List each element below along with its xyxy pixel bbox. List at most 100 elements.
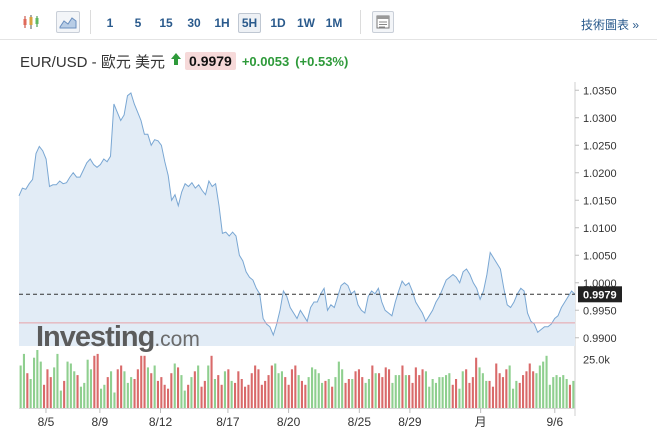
price-area-fill: [19, 93, 575, 346]
volume-bar: [344, 382, 347, 408]
volume-bar: [495, 363, 498, 408]
volume-bar: [247, 384, 250, 408]
volume-bar: [445, 375, 448, 408]
volume-bar: [314, 369, 317, 408]
volume-bar: [267, 375, 270, 408]
volume-bar: [36, 350, 39, 408]
volume-bar: [19, 365, 22, 408]
volume-bar: [307, 377, 310, 408]
volume-bar: [548, 384, 551, 408]
volume-bar: [280, 371, 283, 408]
volume-bar: [498, 373, 501, 408]
volume-bar: [264, 380, 267, 408]
volume-bar: [337, 361, 340, 408]
volume-bar: [518, 382, 521, 408]
volume-bar: [113, 392, 116, 408]
volume-bar: [143, 355, 146, 408]
up-arrow-icon: [171, 52, 182, 70]
volume-bar: [146, 367, 149, 408]
volume-bar: [317, 373, 320, 408]
volume-bar: [304, 384, 307, 408]
volume-bar: [210, 355, 213, 408]
candlestick-chart-icon[interactable]: [20, 11, 42, 33]
volume-bar: [223, 371, 226, 408]
volume-bar: [334, 377, 337, 408]
volume-bar: [545, 355, 548, 408]
volume-bar: [542, 361, 545, 408]
volume-bar: [455, 379, 458, 408]
volume-bar: [468, 382, 471, 408]
pair-name: EUR/USD - 歐元 美元: [20, 53, 166, 71]
volume-bar: [173, 363, 176, 408]
timeframe-1w[interactable]: 1W: [297, 16, 315, 30]
volume-bar: [431, 379, 434, 408]
advanced-chart-link[interactable]: 技術圖表 »: [580, 18, 639, 32]
x-tick-label: 8/9: [92, 415, 109, 429]
volume-bar: [552, 377, 555, 408]
volume-bar: [153, 365, 156, 408]
timeframe-5h[interactable]: 5H: [238, 13, 261, 33]
volume-bar: [106, 377, 109, 408]
volume-bar: [424, 371, 427, 408]
volume-bar: [76, 375, 79, 408]
timeframe-1h[interactable]: 1H: [214, 16, 230, 30]
timeframe-1d[interactable]: 1D: [270, 16, 286, 30]
volume-bar: [525, 371, 528, 408]
chart-toolbar: 1 5 15 30 1H 5H 1D 1W 1M 技術圖表 »: [0, 0, 657, 40]
volume-bar: [100, 388, 103, 408]
volume-bar: [230, 380, 233, 408]
price-chart[interactable]: 1.0350 1.0300 1.0250 1.0200 1.0150 1.0100 1.00…: [0, 78, 657, 436]
volume-bar: [347, 379, 350, 408]
timeframe-1min[interactable]: 1: [106, 16, 114, 30]
volume-bar: [49, 377, 52, 408]
volume-bar: [270, 365, 273, 408]
quote-header: EUR/USD - 歐元 美元 0.9979 +0.0053 (+0.53%): [20, 51, 348, 71]
volume-bar: [388, 369, 391, 408]
volume-bar: [110, 371, 113, 408]
y-tick-label: 1.0350: [583, 85, 617, 97]
volume-bar: [558, 377, 561, 408]
volume-bar: [290, 369, 293, 408]
volume-bar: [374, 373, 377, 408]
volume-bar: [197, 365, 200, 408]
volume-bar: [260, 384, 263, 408]
volume-bar: [512, 388, 515, 408]
volume-bar: [59, 390, 62, 408]
volume-bar: [538, 365, 541, 408]
volume-bar: [140, 355, 143, 408]
x-tick-label: 8/25: [348, 415, 372, 429]
volume-bar: [384, 367, 387, 408]
x-tick-label: 月: [475, 415, 487, 429]
volume-bar: [428, 386, 431, 408]
x-tick-label: 8/29: [398, 415, 422, 429]
volume-bar: [411, 382, 414, 408]
volume-bar: [471, 377, 474, 408]
volume-bar: [287, 384, 290, 408]
timeframe-15min[interactable]: 15: [159, 16, 173, 30]
volume-bar: [29, 379, 32, 408]
volume-bar: [404, 375, 407, 408]
volume-bar: [53, 367, 56, 408]
volume-bar: [234, 382, 237, 408]
volume-bar: [351, 379, 354, 408]
chart-settings-icon[interactable]: [372, 11, 394, 33]
x-tick-label: 8/5: [38, 415, 55, 429]
volume-bar: [103, 384, 106, 408]
volume-bar: [458, 388, 461, 408]
y-tick-label: 1.0250: [583, 140, 617, 152]
last-price-badge: [578, 286, 622, 303]
timeframe-1m[interactable]: 1M: [325, 16, 343, 30]
volume-bar: [465, 369, 468, 408]
timeframe-5min[interactable]: 5: [134, 16, 142, 30]
y-tick-label: 1.0150: [583, 195, 617, 207]
area-chart-icon[interactable]: [56, 11, 80, 33]
volume-bar: [227, 369, 230, 408]
volume-bar: [398, 375, 401, 408]
volume-bar: [73, 371, 76, 408]
volume-bar: [311, 367, 314, 408]
volume-bar: [528, 363, 531, 408]
toolbar-separator: [90, 10, 91, 34]
timeframe-30min[interactable]: 30: [187, 16, 201, 30]
volume-bar: [150, 373, 153, 408]
volume-bar: [408, 375, 411, 408]
